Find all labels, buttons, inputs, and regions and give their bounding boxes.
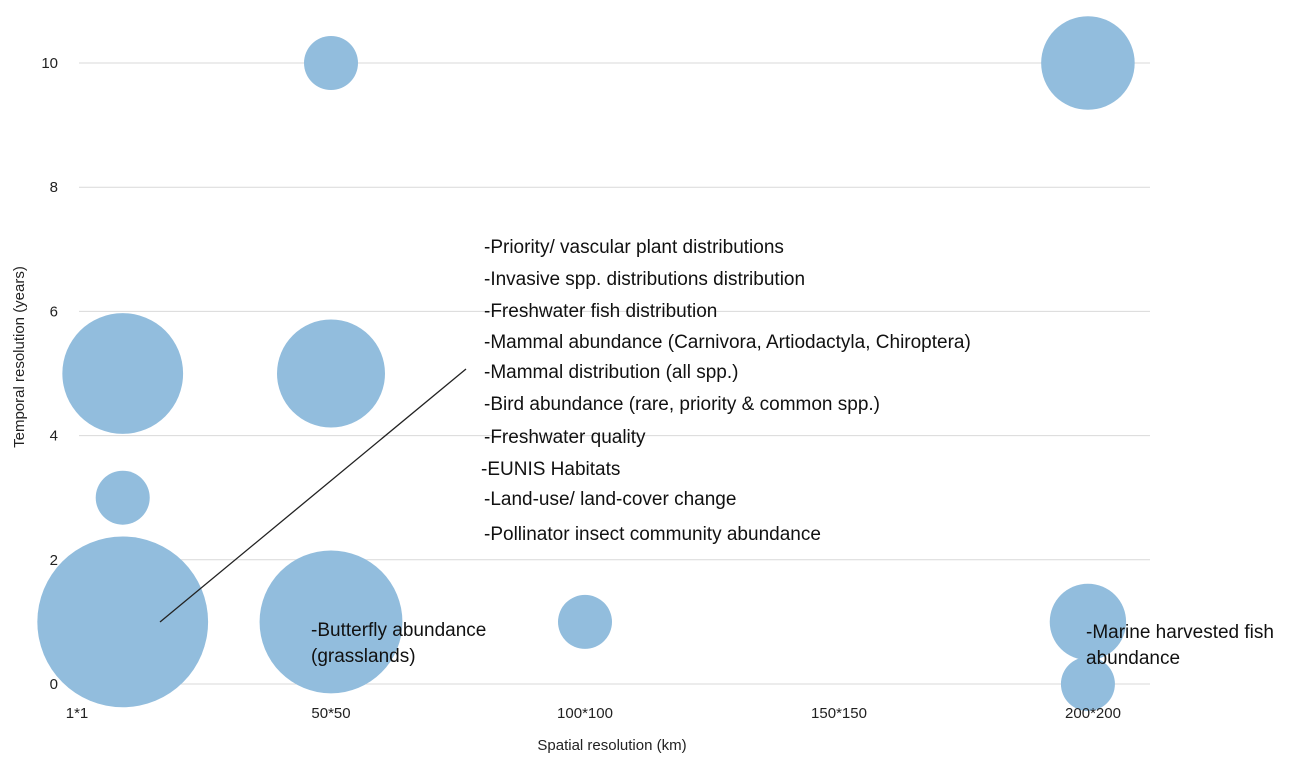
- annotation-main-line: -Priority/ vascular plant distributions: [484, 237, 784, 258]
- x-tick-label: 200*200: [1065, 705, 1121, 722]
- annotation-butterfly-line: (grasslands): [311, 646, 416, 667]
- annotation-main-line: -Mammal abundance (Carnivora, Artiodacty…: [484, 332, 971, 353]
- bubble: [1041, 16, 1135, 110]
- annotation-main-line: -Freshwater fish distribution: [484, 301, 717, 322]
- annotation-butterfly-line: -Butterfly abundance: [311, 620, 486, 641]
- bubble: [277, 320, 385, 428]
- annotation-marine-line: -Marine harvested fish: [1086, 622, 1274, 643]
- y-tick-label: 2: [50, 552, 58, 569]
- annotation-main-line: -Freshwater quality: [484, 427, 646, 448]
- annotation-main-line: -EUNIS Habitats: [481, 459, 620, 480]
- bubble: [62, 313, 183, 434]
- annotation-main-list: -Priority/ vascular plant distributions …: [481, 237, 976, 545]
- annotation-main-line: -Mammal distribution (all spp.): [484, 362, 738, 383]
- annotation-main-line: -Bird abundance (rare, priority & common…: [484, 394, 880, 415]
- annotation-marine-line: abundance: [1086, 648, 1180, 669]
- x-tick-label: 150*150: [811, 705, 867, 722]
- x-axis-title: Spatial resolution (km): [537, 737, 686, 754]
- y-tick-label: 6: [50, 303, 58, 320]
- bubble: [96, 471, 150, 525]
- x-tick-labels: 1*1 50*50 100*100 150*150 200*200: [66, 705, 1121, 722]
- annotation-main-line: -Invasive spp. distributions distributio…: [484, 269, 805, 290]
- annotation-main-line: -Land-use/ land-cover change: [484, 489, 736, 510]
- y-tick-label: 4: [50, 428, 58, 445]
- bubble: [37, 537, 208, 708]
- y-axis-title: Temporal resolution (years): [11, 266, 28, 448]
- x-tick-label: 50*50: [311, 705, 350, 722]
- x-tick-label: 1*1: [66, 705, 89, 722]
- x-tick-label: 100*100: [557, 705, 613, 722]
- annotation-main-line: -Pollinator insect community abundance: [484, 524, 821, 545]
- y-tick-label: 10: [41, 55, 58, 72]
- y-tick-label: 8: [50, 179, 58, 196]
- bubble: [558, 595, 612, 649]
- bubble: [304, 36, 358, 90]
- y-tick-label: 0: [50, 676, 58, 693]
